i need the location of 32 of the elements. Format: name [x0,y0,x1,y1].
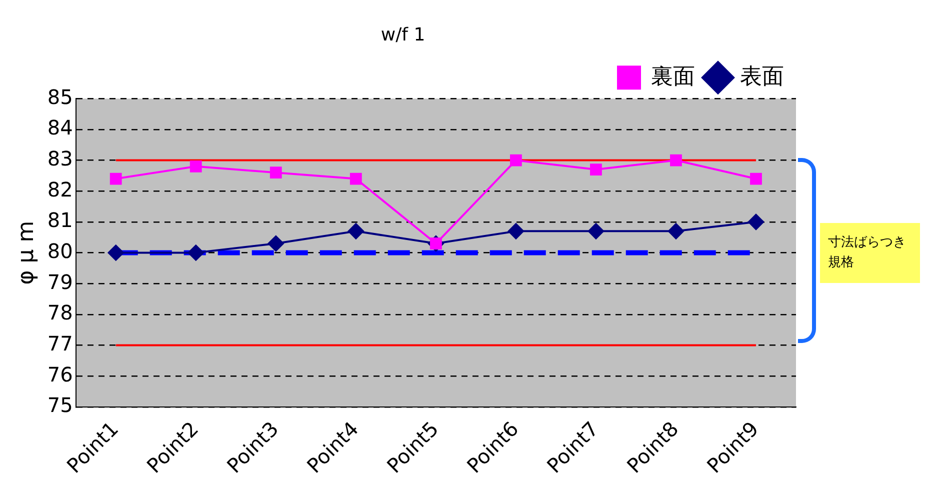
y-tick-label: 76 [47,362,73,386]
y-axis-title: φ μ m [14,220,39,285]
y-tick-label: 82 [47,177,73,202]
chart-title: w/f 1 [380,24,426,46]
legend-label: 裏面 [651,64,695,90]
y-tick-label: 75 [47,393,73,418]
point [748,214,764,230]
point [668,223,684,240]
point [190,160,202,172]
point [348,223,364,240]
y-tick-label: 81 [47,208,73,232]
point [188,244,204,261]
y-tick-label: 78 [47,300,73,325]
point [750,172,762,185]
point [508,223,524,240]
y-tick-label: 85 [47,84,73,109]
point [510,154,522,166]
point [588,223,604,240]
y-tick-label: 77 [47,331,73,356]
point [108,244,124,261]
y-tick-label: 80 [47,238,73,263]
point [270,166,282,179]
y-tick-label: 83 [47,146,73,170]
text: 寸法ばらつき規格 [820,222,920,283]
point [268,236,284,252]
point [350,172,362,185]
y-tick-label: 79 [47,270,73,294]
legend-label: 表面 [740,64,784,90]
point [590,164,602,176]
point [110,172,122,185]
point [670,154,682,166]
y-tick-label: 84 [47,116,73,140]
